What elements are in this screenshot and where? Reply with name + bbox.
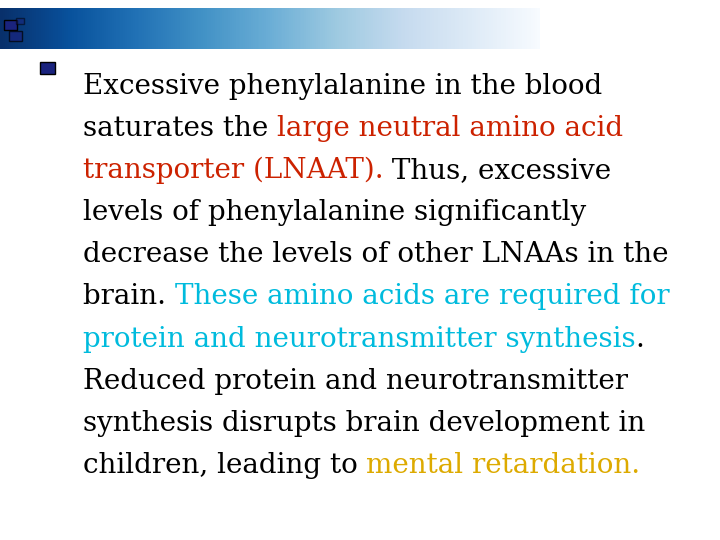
Text: large neutral amino acid: large neutral amino acid — [277, 115, 623, 142]
FancyBboxPatch shape — [16, 18, 24, 24]
Text: decrease the levels of other LNAAs in the: decrease the levels of other LNAAs in th… — [83, 241, 668, 268]
Text: levels of phenylalanine significantly: levels of phenylalanine significantly — [83, 199, 586, 226]
Text: transporter (LNAAT).: transporter (LNAAT). — [83, 157, 384, 185]
Text: saturates the: saturates the — [83, 115, 277, 142]
FancyBboxPatch shape — [9, 31, 22, 40]
Text: brain.: brain. — [83, 284, 175, 310]
Text: synthesis disrupts brain development in: synthesis disrupts brain development in — [83, 410, 645, 437]
Text: protein and neurotransmitter synthesis: protein and neurotransmitter synthesis — [83, 326, 636, 353]
Text: .: . — [636, 326, 644, 353]
Text: These amino acids are required for: These amino acids are required for — [175, 284, 670, 310]
Text: Reduced protein and neurotransmitter: Reduced protein and neurotransmitter — [83, 368, 628, 395]
FancyBboxPatch shape — [40, 62, 55, 74]
Text: mental retardation.: mental retardation. — [366, 452, 641, 479]
Text: Excessive phenylalanine in the blood: Excessive phenylalanine in the blood — [83, 73, 602, 100]
FancyBboxPatch shape — [4, 20, 17, 30]
Text: children, leading to: children, leading to — [83, 452, 366, 479]
Text: Thus, excessive: Thus, excessive — [384, 157, 611, 184]
